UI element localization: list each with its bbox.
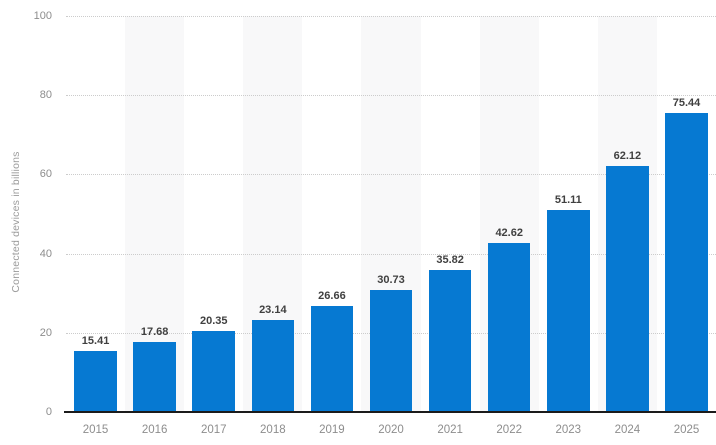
bar-2016[interactable] <box>133 342 176 412</box>
chart-column-2017: 20.35 2017 <box>184 16 243 436</box>
gridline-40 <box>66 253 716 255</box>
value-label-2022: 42.62 <box>495 227 523 240</box>
gridline-60 <box>66 174 716 176</box>
y-tick-label-60: 60 <box>39 168 52 181</box>
bar-2024[interactable] <box>606 166 649 412</box>
chart-column-2021: 35.82 2021 <box>421 16 480 436</box>
x-tick-label-2020: 2020 <box>378 424 404 436</box>
x-tick-label-2017: 2017 <box>200 424 227 436</box>
bar-2020[interactable] <box>369 290 413 412</box>
value-label-2020: 30.73 <box>377 274 405 287</box>
x-axis-line <box>64 411 716 413</box>
chart-column-2020: 30.73 2020 <box>361 16 421 436</box>
y-tick-label-0: 0 <box>45 406 52 418</box>
value-label-2023: 51.11 <box>554 193 582 206</box>
bar-2019[interactable] <box>310 306 354 412</box>
value-label-2024: 62.12 <box>613 150 642 163</box>
bar-2015[interactable] <box>74 350 117 412</box>
chart-column-2018: 23.14 2018 <box>243 16 303 436</box>
chart-column-2019: 26.66 2019 <box>302 16 361 436</box>
y-axis-tick-labels: 0 20 40 60 80 100 <box>0 10 52 418</box>
chart-column-2025: 75.44 2025 <box>657 16 716 436</box>
gridline-100 <box>66 16 716 17</box>
bar-2021[interactable] <box>428 270 472 412</box>
chart-column-2015: 15.41 2015 <box>66 16 125 436</box>
x-tick-label-2025: 2025 <box>673 424 700 436</box>
value-label-2019: 26.66 <box>318 290 346 303</box>
y-tick-label-40: 40 <box>39 247 52 260</box>
bar-2025[interactable] <box>665 113 708 412</box>
gridline-80 <box>66 95 716 97</box>
value-label-2025: 75.44 <box>672 97 701 110</box>
plot-area: 15.41 2015 17.68 2016 20.35 2017 23.14 2018 26.6… <box>66 16 716 436</box>
y-tick-label-20: 20 <box>39 326 52 339</box>
y-tick-label-100: 100 <box>33 10 52 22</box>
x-tick-label-2019: 2019 <box>319 424 345 436</box>
value-label-2015: 15.41 <box>81 334 110 347</box>
value-label-2016: 17.68 <box>140 326 169 338</box>
value-label-2017: 20.35 <box>199 315 228 328</box>
chart-column-2023: 51.11 2023 <box>539 16 598 436</box>
bar-2018[interactable] <box>251 320 295 412</box>
y-tick-label-80: 80 <box>39 89 52 102</box>
x-tick-label-2022: 2022 <box>496 424 522 436</box>
x-tick-label-2018: 2018 <box>260 424 286 436</box>
x-tick-label-2016: 2016 <box>141 424 168 436</box>
x-tick-label-2015: 2015 <box>82 424 109 436</box>
x-tick-label-2021: 2021 <box>437 424 463 436</box>
x-tick-label-2024: 2024 <box>614 424 641 436</box>
bar-2022[interactable] <box>487 243 531 412</box>
value-label-2018: 23.14 <box>259 304 287 317</box>
x-tick-label-2023: 2023 <box>555 424 582 436</box>
chart-column-2022: 42.62 2022 <box>479 16 539 436</box>
bar-2017[interactable] <box>192 331 235 412</box>
chart-column-2016: 17.68 2016 <box>125 16 185 436</box>
bar-2023[interactable] <box>547 209 590 412</box>
value-label-2021: 35.82 <box>436 254 464 267</box>
chart-column-2024: 62.12 2024 <box>597 16 657 436</box>
